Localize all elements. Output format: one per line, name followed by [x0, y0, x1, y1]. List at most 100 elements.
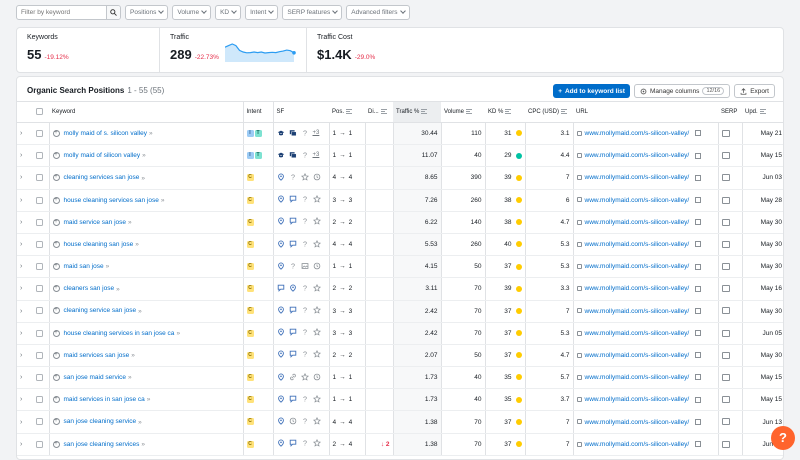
external-link-icon[interactable] [695, 241, 702, 248]
row-checkbox[interactable] [36, 351, 43, 359]
keyword-link[interactable]: molly maid of silicon valley [63, 152, 141, 160]
select-cell[interactable] [33, 344, 50, 368]
keyword-link[interactable]: house cleaning services san jose [63, 196, 159, 204]
keyword-analyze-icon[interactable]: » [138, 307, 142, 315]
keyword-link[interactable]: cleaning services san jose [63, 174, 140, 182]
url-link[interactable]: www.mollymaid.com/s-silicon-valley/ [584, 152, 690, 160]
chevron-right-icon[interactable]: › [20, 418, 23, 426]
url-link[interactable]: www.mollymaid.com/s-silicon-valley/ [584, 351, 690, 359]
row-checkbox[interactable] [36, 240, 43, 248]
external-link-icon[interactable] [695, 396, 702, 403]
keyword-analyze-icon[interactable]: » [141, 440, 145, 448]
column-header-cpc-usd[interactable]: CPC (USD) [525, 101, 573, 123]
table-row[interactable]: › + maid services in san jose ca» C? 1 → 1 1.73… [17, 388, 783, 412]
serp-snapshot-icon[interactable] [721, 218, 730, 226]
keyword-link[interactable]: maid services in san jose ca [63, 396, 145, 404]
select-cell[interactable] [33, 410, 50, 434]
external-link-icon[interactable] [695, 219, 702, 226]
table-row[interactable]: › + house cleaning services in san jose ca… [17, 322, 783, 345]
add-keyword-icon[interactable]: + [52, 240, 60, 248]
add-keyword-icon[interactable]: + [52, 174, 60, 182]
select-cell[interactable] [33, 233, 50, 257]
add-keyword-icon[interactable]: + [52, 285, 60, 293]
serp-snapshot-icon[interactable] [721, 196, 730, 204]
add-keyword-icon[interactable]: + [52, 329, 60, 337]
keyword-link[interactable]: house cleaning services in san jose ca [63, 329, 175, 337]
chevron-right-icon[interactable]: › [20, 351, 23, 359]
chevron-right-icon[interactable]: › [20, 218, 23, 226]
keyword-analyze-icon[interactable]: » [146, 396, 151, 404]
select-cell[interactable] [33, 144, 50, 168]
select-cell[interactable] [33, 255, 50, 279]
column-header-upd[interactable]: Upd. [742, 101, 783, 123]
add-to-keyword-list-button[interactable]: + Add to keyword list [553, 84, 630, 98]
keyword-analyze-icon[interactable]: » [142, 152, 146, 160]
external-link-icon[interactable] [695, 285, 702, 292]
keyword-link[interactable]: cleaners san jose [63, 285, 115, 293]
filter-dropdown-serp-features[interactable]: SERP features [282, 4, 343, 20]
row-checkbox[interactable] [36, 329, 43, 337]
keyword-analyze-icon[interactable]: » [138, 418, 142, 426]
traffic-cost-metric[interactable]: Traffic Cost $1.4K -29.0% [306, 28, 486, 72]
serp-snapshot-icon[interactable] [721, 174, 730, 182]
serp-snapshot-icon[interactable] [721, 307, 730, 315]
serp-snapshot-icon[interactable] [721, 285, 730, 293]
row-checkbox[interactable] [36, 174, 43, 182]
row-checkbox[interactable] [36, 374, 43, 382]
column-header-volume[interactable]: Volume [441, 101, 485, 123]
keyword-analyze-icon[interactable]: » [160, 196, 165, 204]
search-button[interactable] [106, 5, 120, 19]
manage-columns-button[interactable]: Manage columns 12/16 [633, 84, 731, 98]
url-link[interactable]: www.mollymaid.com/s-silicon-valley/ [584, 241, 690, 249]
expand-cell[interactable]: › [17, 211, 33, 234]
add-keyword-icon[interactable]: + [52, 418, 60, 426]
add-keyword-icon[interactable]: + [52, 152, 60, 160]
expand-cell[interactable]: › [17, 277, 33, 301]
serp-snapshot-icon[interactable] [721, 129, 730, 137]
url-link[interactable]: www.mollymaid.com/s-silicon-valley/ [584, 174, 690, 182]
external-link-icon[interactable] [695, 352, 702, 359]
add-keyword-icon[interactable]: + [52, 218, 60, 226]
chevron-right-icon[interactable]: › [20, 241, 23, 249]
external-link-icon[interactable] [695, 130, 702, 137]
table-row[interactable]: › + san jose cleaning services» C? 2 → 4 ↓ 2 1.3… [17, 433, 783, 456]
select-cell[interactable] [33, 166, 50, 190]
column-header-sf[interactable]: SF [273, 101, 329, 123]
select-cell[interactable] [33, 211, 50, 234]
chevron-right-icon[interactable]: › [20, 152, 23, 160]
url-link[interactable]: www.mollymaid.com/s-silicon-valley/ [584, 218, 690, 226]
select-cell[interactable] [33, 433, 50, 456]
chevron-right-icon[interactable]: › [20, 174, 23, 182]
serp-snapshot-icon[interactable] [721, 418, 730, 426]
expand-cell[interactable]: › [17, 366, 33, 390]
url-link[interactable]: www.mollymaid.com/s-silicon-valley/ [584, 329, 690, 337]
expand-cell[interactable]: › [17, 122, 33, 146]
chevron-right-icon[interactable]: › [20, 307, 23, 315]
expand-cell[interactable]: › [17, 344, 33, 368]
column-header-pos[interactable]: Pos. [329, 101, 365, 123]
row-checkbox[interactable] [36, 129, 43, 137]
select-cell[interactable] [33, 322, 50, 345]
external-link-icon[interactable] [695, 441, 702, 447]
keyword-link[interactable]: house cleaning san jose [63, 241, 134, 249]
column-header-traffic[interactable]: Traffic % [393, 101, 441, 123]
filter-dropdown-positions[interactable]: Positions [125, 4, 169, 20]
column-header-keyword[interactable]: Keyword [49, 101, 244, 123]
keyword-analyze-icon[interactable]: » [141, 174, 145, 182]
row-checkbox[interactable] [36, 418, 43, 426]
table-row[interactable]: › + san jose maid service» C 1 → 1 1.73 40 35 5.7 w… [17, 366, 783, 390]
keyword-analyze-icon[interactable]: » [131, 352, 135, 360]
row-checkbox[interactable] [36, 218, 43, 226]
filter-dropdown-kd[interactable]: KD [215, 4, 242, 20]
chevron-right-icon[interactable]: › [20, 196, 23, 204]
url-link[interactable]: www.mollymaid.com/s-silicon-valley/ [584, 396, 690, 404]
table-row[interactable]: › + house cleaning san jose» C? 4 → 4 5.53 260 40… [17, 233, 783, 257]
url-link[interactable]: www.mollymaid.com/s-silicon-valley/ [584, 196, 690, 204]
select-cell[interactable] [33, 388, 50, 412]
expand-cell[interactable]: › [17, 255, 33, 279]
url-link[interactable]: www.mollymaid.com/s-silicon-valley/ [584, 263, 690, 271]
chevron-right-icon[interactable]: › [20, 329, 23, 337]
select-all-checkbox[interactable] [36, 108, 43, 116]
chevron-right-icon[interactable]: › [20, 130, 23, 138]
select-cell[interactable] [33, 277, 50, 301]
